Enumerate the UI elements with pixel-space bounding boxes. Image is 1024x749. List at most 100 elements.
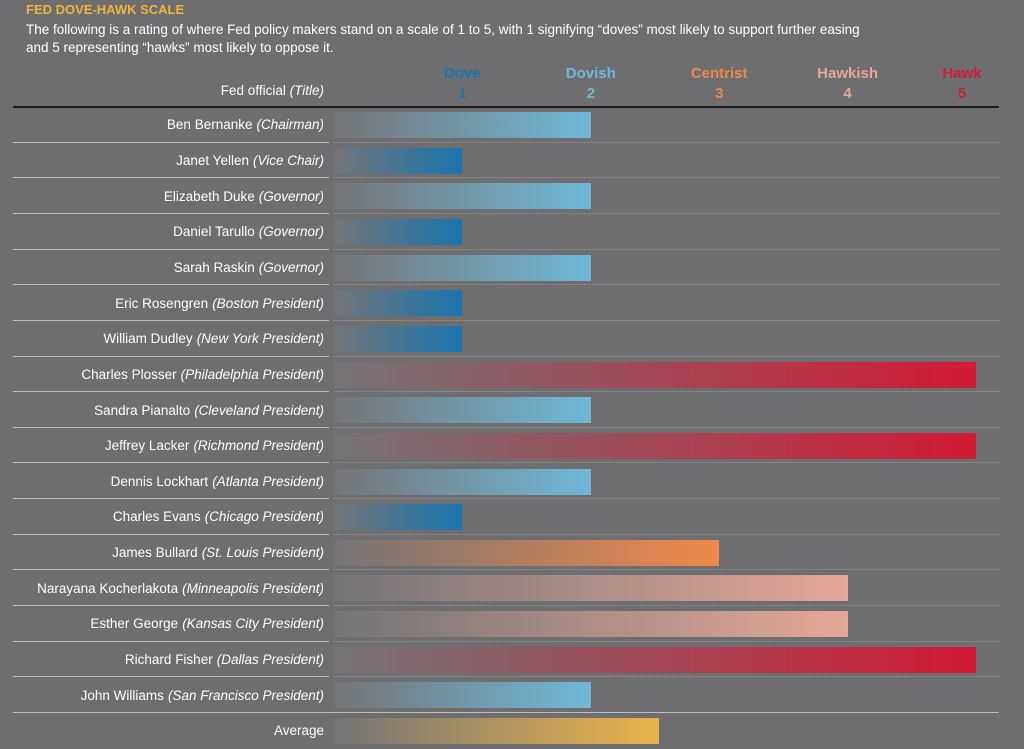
row-label: Dennis Lockhart (Atlanta President) — [111, 464, 324, 500]
official-name: Esther George — [90, 616, 179, 632]
official-row: Elizabeth Duke (Governor) — [0, 178, 1024, 214]
scale-label-text: Hawk — [942, 65, 982, 82]
chart-subtitle: The following is a rating of where Fed p… — [26, 22, 860, 55]
official-title: (St. Louis President) — [201, 545, 324, 561]
official-row: Janet Yellen (Vice Chair) — [0, 143, 1024, 179]
row-gridline — [334, 640, 999, 642]
column-header: Fed official (Title) — [221, 83, 324, 98]
row-separator — [13, 141, 329, 143]
official-title: (Dallas President) — [216, 652, 324, 668]
row-separator — [13, 319, 329, 321]
row-label: Elizabeth Duke (Governor) — [164, 178, 324, 214]
rating-bar — [334, 112, 591, 138]
scale-tick-value: 4 — [843, 85, 852, 102]
official-row: Sandra Pianalto (Cleveland President) — [0, 392, 1024, 428]
row-gridline — [334, 391, 999, 393]
official-row: Daniel Tarullo (Governor) — [0, 214, 1024, 250]
official-row: Jeffrey Lacker (Richmond President) — [0, 428, 1024, 464]
official-title: (Governor) — [258, 188, 324, 204]
official-name: Charles Evans — [112, 509, 201, 525]
row-label: Ben Bernanke (Chairman) — [167, 107, 324, 143]
scale-label-dovish: Dovish 2 — [541, 64, 641, 104]
scale-tick-value: 2 — [586, 85, 595, 102]
row-separator — [13, 426, 329, 428]
official-row: Richard Fisher (Dallas President) — [0, 642, 1024, 678]
official-title: (Chicago President) — [204, 509, 324, 525]
official-name: Charles Plosser — [81, 366, 177, 382]
rating-bar — [334, 504, 463, 531]
row-gridline — [334, 355, 999, 357]
scale-label-text: Hawkish — [817, 65, 879, 82]
official-name: Average — [273, 723, 324, 739]
row-gridline — [334, 319, 999, 321]
official-row: Ben Bernanke (Chairman) — [0, 107, 1024, 143]
official-row: Charles Plosser (Philadelphia President) — [0, 357, 1024, 393]
row-gridline — [334, 533, 999, 535]
scale-label-text: Dovish — [565, 65, 616, 82]
scale-tick-value: 5 — [957, 85, 967, 102]
scale-tick-value: 3 — [715, 85, 724, 102]
row-separator — [13, 212, 329, 214]
rating-bar — [334, 361, 976, 388]
official-row: Narayana Kocherlakota (Minneapolis Presid… — [0, 570, 1024, 607]
official-row: Sarah Raskin (Governor) — [0, 250, 1024, 286]
row-label: Janet Yellen (Vice Chair) — [176, 143, 324, 179]
official-name: Eric Rosengren — [115, 295, 209, 311]
row-separator — [13, 498, 329, 500]
row-separator — [13, 605, 329, 607]
row-gridline — [334, 248, 999, 250]
official-name: John Williams — [80, 687, 164, 703]
official-name: Richard Fisher — [124, 652, 213, 668]
row-separator — [13, 391, 329, 393]
official-title: (Kansas City President) — [182, 616, 324, 632]
scale-tick-value: 1 — [458, 85, 467, 102]
row-label: Sandra Pianalto (Cleveland President) — [94, 392, 324, 428]
official-row: John Williams (San Francisco President) — [0, 677, 1024, 714]
official-title: (Minneapolis President) — [182, 580, 324, 596]
rating-bar — [334, 682, 591, 709]
row-gridline — [334, 605, 999, 607]
rating-bar — [334, 611, 848, 638]
official-name: James Bullard — [112, 545, 198, 561]
official-title: (San Francisco President) — [167, 687, 324, 703]
row-separator — [13, 284, 329, 286]
row-separator — [13, 569, 329, 571]
scale-label-hawk: Hawk 5 — [912, 64, 1012, 104]
official-row: James Bullard (St. Louis President) — [0, 535, 1024, 571]
row-gridline — [334, 141, 999, 143]
row-label: Jeffrey Lacker (Richmond President) — [105, 428, 324, 464]
header-rule — [13, 106, 999, 108]
scale-label-text: Centrist — [690, 65, 748, 82]
rating-bar — [334, 147, 463, 174]
row-label: John Williams (San Francisco President) — [81, 677, 324, 713]
official-title: (Philadelphia President) — [180, 366, 324, 382]
rating-bar — [334, 539, 720, 566]
official-title: (Vice Chair) — [252, 152, 324, 168]
row-label: Daniel Tarullo (Governor) — [173, 214, 324, 250]
rating-bar — [334, 218, 463, 245]
row-label: Esther George (Kansas City President) — [90, 606, 324, 642]
official-name: Sandra Pianalto — [94, 402, 191, 418]
average-row: Average — [0, 713, 1024, 749]
row-separator — [13, 712, 999, 714]
official-title: (Governor) — [258, 259, 324, 275]
row-gridline — [334, 284, 999, 286]
official-row: Charles Evans (Chicago President) — [0, 499, 1024, 535]
official-row: William Dudley (New York President) — [0, 321, 1024, 357]
scale-label-hawkish: Hawkish 4 — [798, 64, 898, 104]
rating-bar — [334, 254, 591, 281]
row-gridline — [334, 569, 999, 571]
official-name: Daniel Tarullo — [173, 224, 255, 240]
scale-label-centrist: Centrist 3 — [669, 64, 769, 104]
official-title: (Governor) — [258, 224, 324, 240]
row-label: Narayana Kocherlakota (Minneapolis Presid… — [37, 570, 324, 606]
rating-bar — [334, 290, 463, 317]
official-title: (Cleveland President) — [194, 402, 324, 418]
official-name: Jeffrey Lacker — [104, 438, 190, 454]
row-label: James Bullard (St. Louis President) — [112, 535, 324, 571]
scale-label-text: Dove — [444, 65, 481, 82]
row-label: Sarah Raskin (Governor) — [174, 250, 324, 286]
rating-bar — [334, 432, 976, 459]
official-name: Janet Yellen — [176, 152, 249, 168]
official-title: (Richmond President) — [193, 438, 324, 454]
